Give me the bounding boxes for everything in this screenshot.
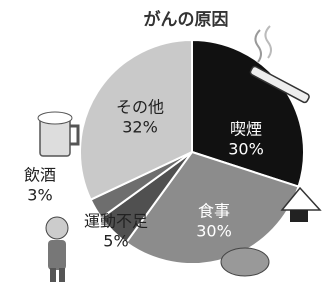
slice-value-label: 30% — [228, 140, 264, 159]
slice-value-label: 3% — [27, 186, 52, 205]
slice-label: 食事 — [198, 202, 230, 221]
slice-value-label: 30% — [196, 222, 232, 241]
slice-value-label: 5% — [103, 232, 128, 251]
slice-label: 飲酒 — [24, 166, 56, 185]
chart-title: がんの原因 — [144, 9, 229, 30]
slice-label: 運動不足 — [84, 212, 148, 231]
slice-label: その他 — [116, 98, 164, 117]
slice-value-label: 32% — [122, 118, 158, 137]
chart: がんの原因 喫煙30%食事30%運動不足5%飲酒3%その他32% — [0, 0, 329, 284]
slice-label: 喫煙 — [230, 120, 262, 139]
